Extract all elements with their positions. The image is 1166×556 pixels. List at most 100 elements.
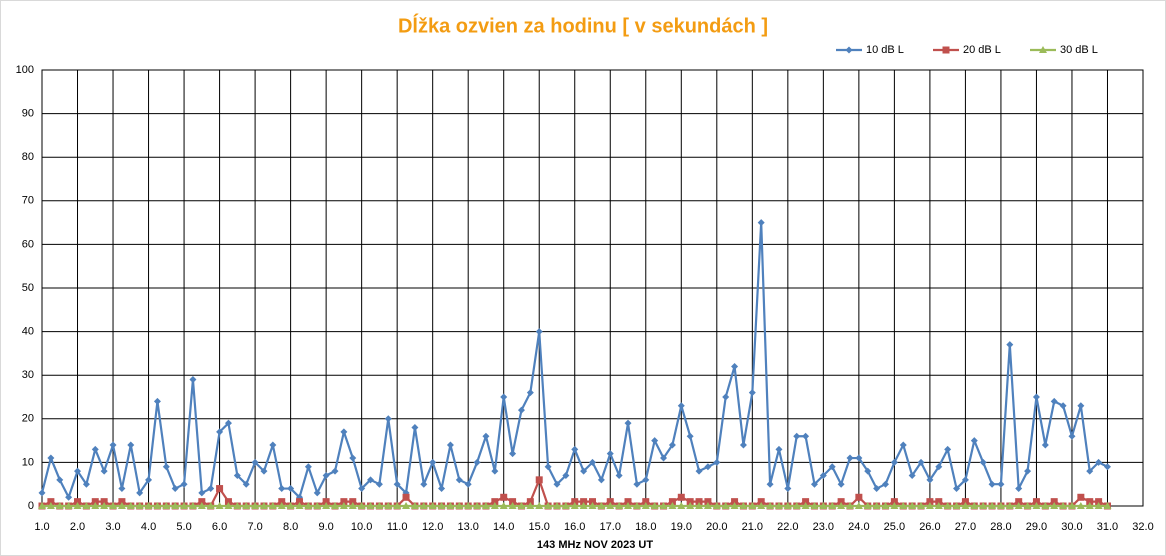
point — [162, 502, 171, 509]
point — [642, 498, 650, 506]
point — [180, 502, 189, 509]
point — [624, 419, 632, 427]
x-tick-label: 15.0 — [529, 521, 550, 533]
point — [668, 441, 676, 449]
point — [499, 502, 508, 509]
point — [375, 502, 384, 509]
point — [792, 502, 801, 509]
point — [784, 485, 792, 493]
y-tick-label: 20 — [22, 413, 34, 425]
point — [632, 502, 641, 509]
point — [571, 498, 579, 506]
x-tick-label: 31.0 — [1097, 521, 1118, 533]
point — [508, 502, 517, 509]
point — [118, 485, 126, 493]
point — [313, 502, 322, 509]
point — [988, 480, 996, 488]
point — [659, 502, 668, 509]
point — [464, 480, 472, 488]
point — [970, 502, 979, 509]
point — [47, 454, 55, 462]
point — [908, 471, 916, 479]
point — [269, 441, 277, 449]
point — [890, 458, 898, 466]
point — [322, 502, 331, 509]
x-tick-label: 8.0 — [283, 521, 298, 533]
point — [367, 476, 375, 484]
point — [837, 502, 846, 509]
point — [1086, 467, 1094, 475]
point — [1005, 502, 1014, 509]
x-tick-label: 6.0 — [212, 521, 227, 533]
point — [348, 502, 357, 509]
point — [224, 502, 233, 509]
y-tick-label: 80 — [22, 151, 34, 163]
point — [428, 502, 437, 509]
point — [207, 485, 215, 493]
point — [278, 498, 286, 506]
point — [1032, 393, 1040, 401]
x-tick-label: 12.0 — [422, 521, 443, 533]
point — [1094, 502, 1103, 509]
point — [339, 502, 348, 509]
chart-title: Dĺžka ozvien za hodinu [ v sekundách ] — [398, 13, 768, 37]
point — [420, 480, 428, 488]
point — [873, 485, 881, 493]
point — [721, 502, 730, 509]
point — [641, 502, 650, 509]
point — [864, 467, 872, 475]
point — [1050, 502, 1059, 509]
point — [1095, 458, 1103, 466]
point — [819, 502, 828, 509]
x-tick-label: 20.0 — [706, 521, 727, 533]
point — [145, 476, 153, 484]
legend-label: 30 dB L — [1060, 44, 1098, 56]
point — [677, 493, 685, 501]
x-tick-label: 23.0 — [813, 521, 834, 533]
point — [55, 502, 64, 509]
x-tick-label: 3.0 — [105, 521, 120, 533]
point — [384, 415, 392, 423]
point — [757, 498, 765, 506]
point — [837, 480, 845, 488]
point — [535, 476, 543, 484]
point — [259, 502, 268, 509]
point — [117, 502, 126, 509]
point — [38, 502, 46, 509]
point — [597, 502, 606, 509]
point — [1032, 502, 1041, 509]
point — [46, 502, 55, 509]
point — [91, 498, 99, 506]
point — [677, 402, 685, 410]
point — [82, 502, 91, 509]
point — [651, 437, 659, 445]
point — [1050, 397, 1058, 405]
point — [935, 463, 943, 471]
point — [872, 502, 881, 509]
point — [934, 502, 943, 509]
point — [153, 397, 161, 405]
point — [473, 502, 482, 509]
point — [1095, 498, 1103, 506]
point — [1086, 498, 1094, 506]
point — [766, 480, 774, 488]
point — [526, 498, 534, 506]
y-tick-label: 70 — [22, 195, 34, 207]
point — [1024, 467, 1032, 475]
x-tick-label: 1.0 — [34, 521, 49, 533]
x-tick-label: 18.0 — [635, 521, 656, 533]
point — [917, 502, 926, 509]
point — [402, 493, 410, 501]
point — [580, 467, 588, 475]
point — [1077, 493, 1085, 501]
point — [925, 502, 934, 509]
point — [47, 498, 55, 506]
x-axis-label: 143 MHz NOV 2023 UT — [537, 539, 653, 551]
y-tick-label: 30 — [22, 369, 34, 381]
point — [100, 467, 108, 475]
point — [438, 485, 446, 493]
point — [73, 502, 82, 509]
point — [1050, 498, 1058, 506]
point — [695, 467, 703, 475]
